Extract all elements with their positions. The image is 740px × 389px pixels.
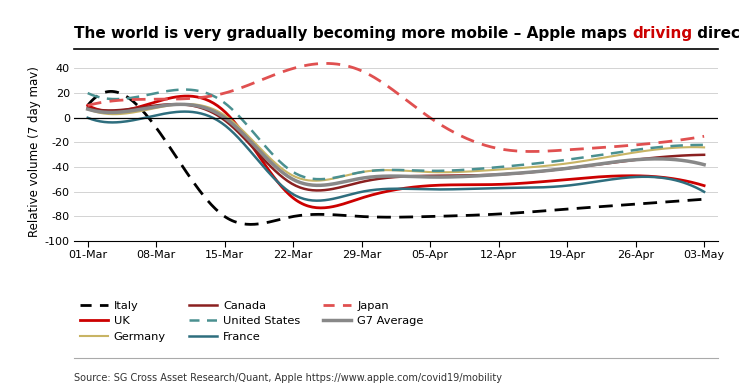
Text: direction requests: direction requests (693, 26, 740, 41)
Text: driving: driving (632, 26, 693, 41)
Y-axis label: Relative volume (7 day mav): Relative volume (7 day mav) (27, 66, 41, 237)
Text: Source: SG Cross Asset Research/Quant, Apple https://www.apple.com/covid19/mobil: Source: SG Cross Asset Research/Quant, A… (74, 373, 502, 384)
Text: The world is very gradually becoming more mobile – Apple maps: The world is very gradually becoming mor… (74, 26, 632, 41)
Legend: Italy, UK, Germany, Canada, United States, France, Japan, G7 Average: Italy, UK, Germany, Canada, United State… (80, 301, 423, 342)
